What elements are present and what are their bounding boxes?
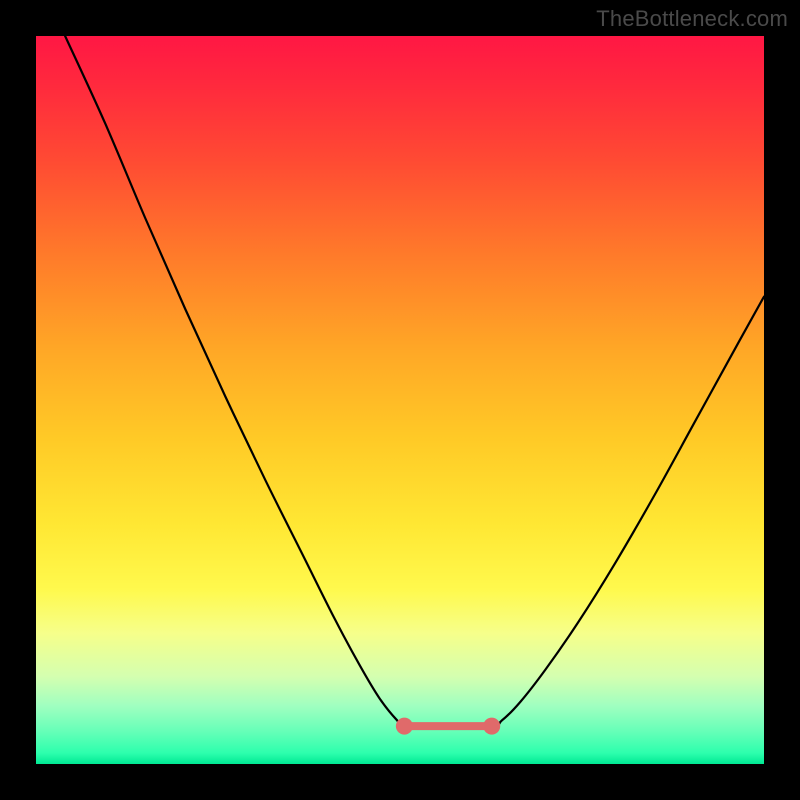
plot-area	[36, 36, 764, 764]
bottleneck-curve	[36, 36, 764, 764]
bottleneck-chart: TheBottleneck.com	[0, 0, 800, 800]
optimal-range-dot-left	[396, 718, 413, 735]
optimal-range-bar	[404, 722, 491, 730]
optimal-range-dot-right	[483, 718, 500, 735]
watermark-text: TheBottleneck.com	[596, 6, 788, 32]
